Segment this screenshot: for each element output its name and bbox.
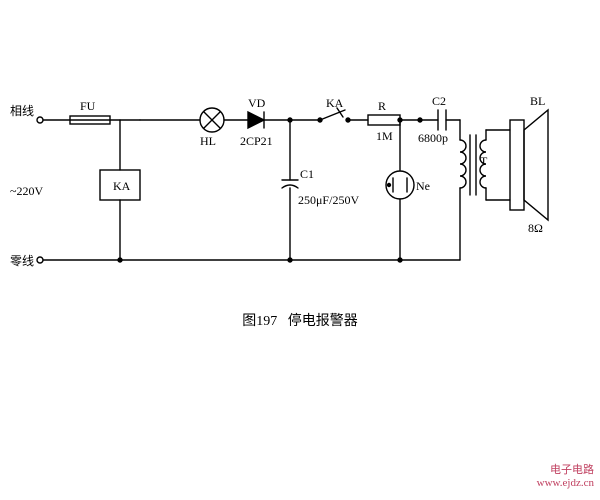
label-phase: 相线 [10,104,34,118]
label-ka-switch: KA [326,96,344,110]
label-t: T [480,154,488,168]
label-voltage: ~220V [10,184,43,198]
label-r: R [378,99,386,113]
label-hl: HL [200,134,216,148]
label-neutral: 零线 [10,254,34,268]
diode-vd [248,112,264,128]
watermark-line2: www.ejdz.cn [537,477,594,490]
caption-title: 停电报警器 [288,314,358,329]
watermark: 电子电路 www.ejdz.cn [537,464,594,490]
caption-prefix: 图197 [242,314,277,329]
watermark-line1: 电子电路 [537,464,594,477]
label-ne: Ne [416,179,430,193]
label-c1: C1 [300,167,314,181]
label-c2-val: 6800p [418,131,448,145]
resistor-r [368,115,400,125]
label-c1-val: 250μF/250V [298,193,359,207]
label-bl-val: 8Ω [528,221,543,235]
label-fu: FU [80,99,96,113]
label-vd: VD [248,96,266,110]
speaker-box [510,120,524,210]
label-vd-part: 2CP21 [240,134,273,148]
speaker-cone [524,110,548,220]
transformer-primary [460,140,466,188]
terminal-phase [37,117,43,123]
circuit-diagram: 相线 零线 ~220V FU KA HL VD 2CP21 KA C1 250μ… [0,0,600,500]
label-ka-relay: KA [113,179,131,193]
label-bl: BL [530,94,545,108]
label-r-val: 1M [376,129,393,143]
terminal-neutral [37,257,43,263]
label-c2: C2 [432,94,446,108]
figure-caption: 图197 停电报警器 [0,310,600,330]
